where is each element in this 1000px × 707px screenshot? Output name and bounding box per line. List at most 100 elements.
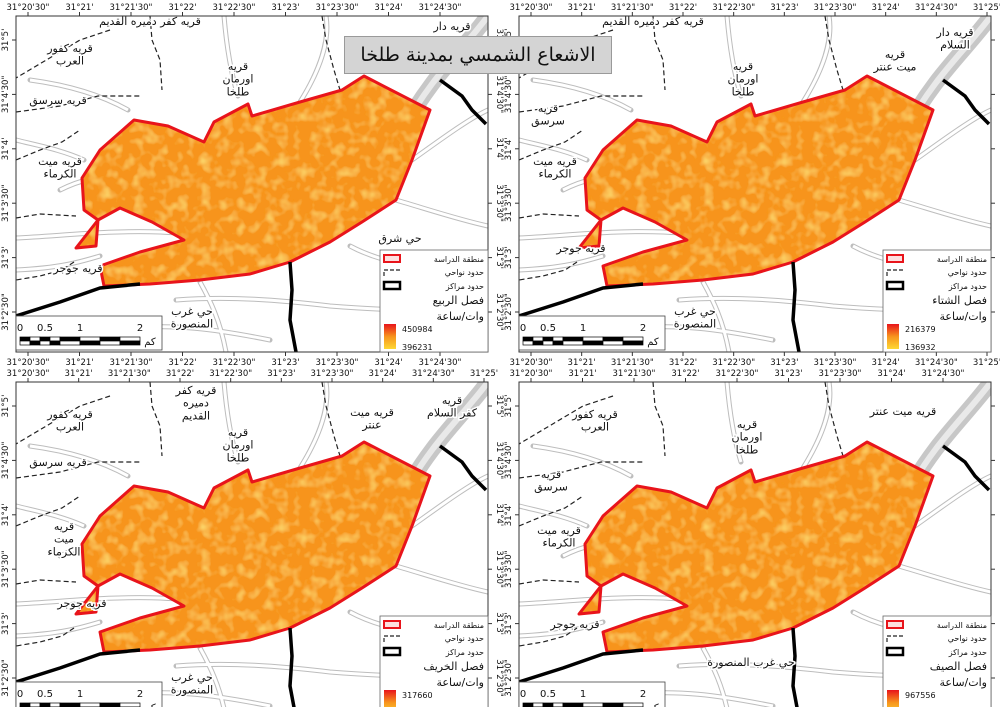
place-label: قريه اورمان طلخا	[731, 418, 762, 456]
lon-tick-label-top: 31°23'30"	[311, 369, 354, 379]
lon-tick-label-top: 31°20'30"	[7, 3, 50, 13]
scale-bar-segment	[582, 336, 604, 342]
legend: منطقة الدراسة حدود نواحي حدود مراكز فصل الر…	[379, 249, 489, 353]
lon-tick-label-bottom: 31°21'30"	[611, 358, 654, 368]
district-boundary	[519, 461, 643, 479]
map-frame	[518, 15, 992, 353]
scale-bar-tick: 0.5	[540, 689, 556, 700]
lon-tick-label-bottom: 31°23'	[770, 358, 798, 368]
lat-tick-label-left: 31°5'	[504, 395, 514, 418]
legend-unit-label: وات/ساعة	[437, 310, 484, 323]
road-core	[16, 138, 85, 162]
district-boundary	[16, 495, 81, 527]
lon-tick-label-top: 31°23'	[271, 3, 299, 13]
center-boundary	[438, 444, 488, 492]
lon-tick-label-top: 31°24'30"	[915, 3, 958, 13]
road-core	[532, 444, 632, 478]
legend-center-swatch	[382, 280, 402, 291]
study-area-boundary	[577, 74, 935, 288]
scale-bar-segment	[119, 336, 141, 342]
lat-tick-label-left: 31°4'30"	[504, 76, 514, 114]
scale-bar-segment	[552, 336, 564, 342]
lat-tick-label-left: 31°3'30"	[1, 184, 11, 222]
lat-tick-label-right: 31°4'30"	[997, 442, 1000, 480]
road-core	[298, 382, 329, 469]
lon-tick-label-bottom: 31°24'30"	[419, 358, 462, 368]
lon-tick-label-bottom: 31°20'30"	[510, 358, 553, 368]
lon-tick-label-top: 31°21'	[65, 3, 93, 13]
district-boundary	[149, 16, 163, 91]
map-content: قريه كفر دميره القديم قريه دار السلام قريه م…	[519, 16, 991, 352]
district-boundary	[16, 579, 77, 585]
lat-tick-label-left: 31°3'30"	[504, 550, 514, 588]
lat-tick-label-left: 31°2'30"	[1, 293, 11, 331]
district-boundary	[652, 382, 666, 457]
place-label: قريه كفر السلام	[427, 394, 478, 420]
district-boundary	[519, 95, 643, 113]
district-boundary	[16, 213, 77, 219]
legend-max-value: 450984	[402, 325, 433, 334]
place-label: قريه ميت عنتر	[869, 405, 937, 418]
district-boundary	[321, 16, 341, 91]
legend-district-label: حدود نواحي	[445, 634, 484, 643]
lon-tick-label-bottom: 31°22'30"	[213, 358, 256, 368]
legend-district-swatch	[383, 269, 400, 276]
lon-tick-label-bottom: 31°23'30"	[814, 358, 857, 368]
lon-tick-label-top: 31°24'	[369, 369, 397, 379]
road-core	[801, 16, 832, 103]
scale-bar-segment	[39, 340, 51, 346]
center-boundary	[941, 444, 991, 492]
scale-bar-segment	[79, 340, 101, 346]
place-label: حي غرب المنصورة	[707, 656, 795, 669]
lat-tick-label-left: 31°3'30"	[504, 184, 514, 222]
lon-tick-label-top: 31°20'30"	[510, 3, 553, 13]
legend-district-label: حدود نواحي	[445, 268, 484, 277]
legend-min-value: 136932	[905, 343, 936, 352]
legend-center-swatch	[885, 646, 905, 657]
legend-study-swatch	[886, 620, 904, 629]
lat-tick-label-right: 31°4'30"	[494, 76, 504, 114]
scale-bar-tick: 1	[77, 323, 83, 334]
lat-tick-label-left: 31°2'30"	[504, 659, 514, 697]
scale-bar-segment	[622, 336, 644, 342]
place-label: قريه كفور العرب	[571, 408, 618, 434]
scale-bar-segment	[99, 702, 121, 707]
lat-tick-label-right: 31°4'	[494, 137, 504, 160]
map-panel: قريه كفور العرب قريه اورمان طلخا قريه ميت عنت…	[504, 369, 1000, 707]
place-label: حي شرق	[378, 232, 421, 245]
lon-tick-label-top: 31°21'30"	[613, 369, 656, 379]
legend-center-swatch	[382, 646, 402, 657]
legend-center-label: حدود مراكز	[948, 282, 987, 291]
scale-bar-tick: 0	[17, 323, 23, 334]
lon-tick-label-top: 31°21'30"	[108, 369, 151, 379]
study-area-boundary	[577, 440, 935, 654]
road-core	[16, 254, 101, 272]
place-label: قريه جوجر	[555, 242, 605, 255]
legend-season-title: فصل الصيف	[930, 660, 987, 673]
lon-tick-label-top: 31°22'	[168, 3, 196, 13]
scale-bar-segment	[602, 336, 624, 342]
lat-tick-label-right: 31°4'	[494, 503, 504, 526]
scale-bar-tick: 1	[580, 323, 586, 334]
lon-tick-label-bottom: 31°22'	[669, 358, 697, 368]
lat-tick-label-right: 31°5'	[997, 29, 1000, 52]
legend-unit-label: وات/ساعة	[437, 676, 484, 689]
center-boundary	[791, 261, 801, 352]
legend-center-label: حدود مراكز	[445, 648, 484, 657]
legend: منطقة الدراسة حدود نواحي حدود مراكز فصل الخ…	[379, 615, 489, 707]
scale-bar: 0 0.5 1 2كم	[15, 681, 163, 707]
lon-tick-label-top: 31°22'	[166, 369, 194, 379]
scale-bar-segment	[542, 340, 554, 346]
scale-bar-segment	[532, 336, 544, 342]
district-boundary	[149, 382, 163, 457]
center-boundary	[941, 78, 991, 126]
lon-tick-label-top: 31°23'	[774, 369, 802, 379]
scale-bar-tick: 0.5	[37, 323, 53, 334]
legend-ramp	[887, 324, 899, 349]
district-boundary	[16, 461, 140, 479]
scale-bar-unit: كم	[144, 703, 156, 707]
scale-bar-segment	[552, 702, 564, 707]
scale-bar-segment	[542, 336, 554, 342]
lat-tick-label-right: 31°2'30"	[494, 293, 504, 331]
lat-tick-label-right: 31°4'30"	[494, 442, 504, 480]
